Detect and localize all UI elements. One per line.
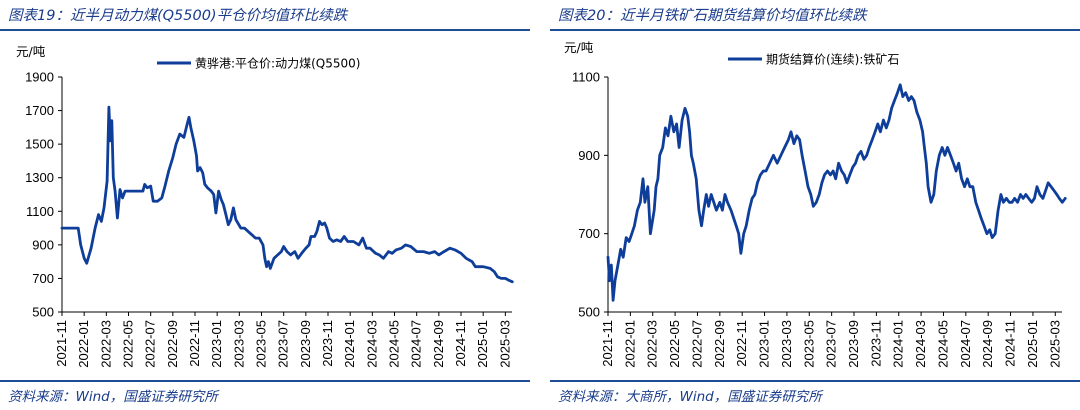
x-tick-label: 2021-11 — [600, 320, 615, 367]
chart-panel-coal: 图表19：近半月动力煤(Q5500)平仓价均值环比续跌 元/吨 500 700 900… — [0, 0, 530, 410]
chart-source: 资料来源：Wind，国盛证券研究所 — [8, 389, 218, 405]
x-tick-label: 2024-03 — [913, 320, 928, 368]
x-tick-label: 2022-01 — [76, 320, 91, 368]
x-tick-label: 2022-11 — [187, 320, 202, 367]
x-tick-label: 2023-09 — [298, 320, 313, 368]
x-tick-label: 2024-03 — [364, 320, 379, 368]
chart-panel-iron-ore: 图表20：近半月铁矿石期货结算价均值环比续跌 元/吨 500 700 900 1100 2… — [550, 0, 1080, 410]
y-tick-label: 1500 — [25, 137, 54, 152]
x-tick-label: 2024-11 — [453, 320, 468, 367]
x-tick-label: 2024-05 — [935, 320, 950, 368]
y-tick-label: 900 — [32, 237, 54, 252]
x-tick-label: 2024-05 — [387, 320, 402, 368]
x-tick-label: 2023-05 — [801, 320, 816, 368]
y-tick-label: 700 — [578, 226, 600, 241]
legend-label: 期货结算价(连续):铁矿石 — [766, 52, 899, 67]
chart-source: 资料来源：大商所，Wind，国盛证券研究所 — [558, 389, 822, 405]
series-line — [606, 83, 1067, 302]
x-tick-label: 2024-01 — [891, 320, 906, 368]
iron-ore-price-chart: 元/吨 500 700 900 1100 2021-11 2022-01 2022-03 202… — [564, 40, 1067, 368]
x-tick-label: 2022-05 — [121, 320, 136, 368]
x-tick-label: 2022-07 — [143, 320, 158, 368]
x-tick-label: 2023-03 — [779, 320, 794, 368]
y-tick-label: 1100 — [26, 204, 54, 219]
title-rule — [550, 29, 1080, 31]
x-tick-label: 2023-09 — [846, 320, 861, 368]
x-tick-label: 2023-11 — [868, 320, 883, 367]
series-line — [60, 105, 514, 284]
coal-price-chart: 元/吨 500 700 900 1100 1300 1500 1700 1900 2021-11 2… — [16, 44, 514, 368]
source-rule — [550, 380, 1080, 382]
x-tick-label: 2022-03 — [645, 320, 660, 368]
chart-title: 图表20：近半月铁矿石期货结算价均值环比续跌 — [558, 8, 867, 24]
y-tick-label: 1700 — [25, 103, 54, 118]
x-tick-label: 2023-01 — [757, 320, 772, 368]
x-tick-label: 2023-01 — [209, 320, 224, 368]
x-tick-label: 2022-09 — [712, 320, 727, 368]
x-tick-label: 2024-07 — [409, 320, 424, 368]
x-tick-label: 2024-11 — [1003, 320, 1018, 367]
x-tick-label: 2023-11 — [320, 320, 335, 367]
x-tick-label: 2022-07 — [689, 320, 704, 368]
y-tick-label: 1100 — [572, 70, 600, 85]
x-tick-label: 2025-01 — [475, 320, 490, 368]
x-tick-label: 2025-03 — [497, 320, 512, 368]
x-tick-label: 2023-05 — [254, 320, 269, 368]
x-tick-label: 2023-07 — [276, 320, 291, 368]
y-tick-label: 500 — [578, 305, 600, 320]
chart-title: 图表19：近半月动力煤(Q5500)平仓价均值环比续跌 — [8, 8, 348, 24]
x-tick-label: 2024-07 — [958, 320, 973, 368]
x-tick-label: 2022-05 — [667, 320, 682, 368]
y-unit-label: 元/吨 — [16, 44, 46, 59]
y-tick-label: 1900 — [25, 70, 54, 85]
title-rule — [0, 29, 530, 31]
x-tick-label: 2024-09 — [980, 320, 995, 368]
x-tick-label: 2024-01 — [342, 320, 357, 368]
x-tick-label: 2023-03 — [231, 320, 246, 368]
x-tick-label: 2025-03 — [1047, 320, 1062, 368]
y-tick-label: 1300 — [25, 170, 54, 185]
y-tick-label: 900 — [578, 148, 600, 163]
y-tick-label: 700 — [32, 271, 54, 286]
y-tick-label: 500 — [32, 305, 54, 320]
source-rule — [0, 380, 530, 382]
x-tick-label: 2022-11 — [734, 320, 749, 367]
x-tick-label: 2022-03 — [98, 320, 113, 368]
x-tick-label: 2023-07 — [824, 320, 839, 368]
y-unit-label: 元/吨 — [564, 40, 594, 55]
x-tick-label: 2021-11 — [54, 320, 69, 367]
x-tick-label: 2024-09 — [431, 320, 446, 368]
x-tick-label: 2022-01 — [622, 320, 637, 368]
x-tick-label: 2025-01 — [1025, 320, 1040, 368]
legend-label: 黄骅港:平仓价:动力煤(Q5500) — [195, 57, 360, 71]
x-tick-label: 2022-09 — [165, 320, 180, 368]
